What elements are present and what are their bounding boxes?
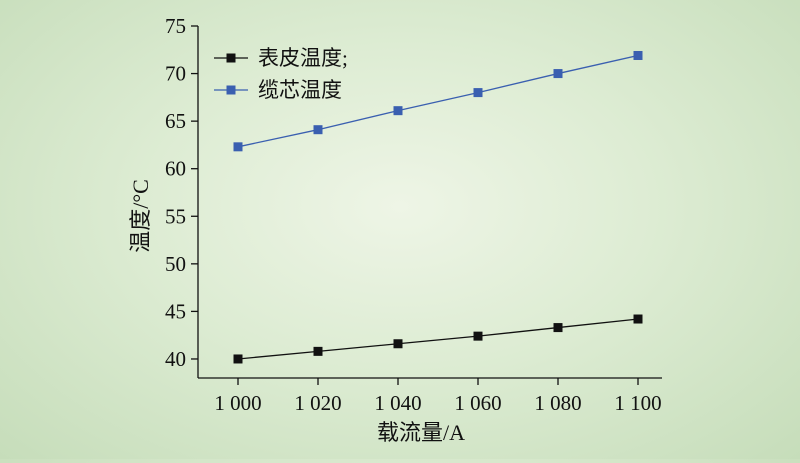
legend-label: 缆芯温度 — [258, 78, 342, 102]
data-point — [633, 314, 643, 324]
series-layer — [233, 50, 643, 364]
data-point — [393, 339, 403, 349]
legend-item-1: 表皮温度; — [214, 46, 348, 70]
y-tick-label: 65 — [165, 109, 186, 133]
series-1 — [233, 314, 643, 364]
y-tick-label: 75 — [165, 14, 186, 38]
series-line — [237, 318, 639, 360]
data-point — [233, 354, 243, 364]
legend-label: 表皮温度; — [258, 46, 348, 70]
y-tick-label: 40 — [165, 347, 186, 371]
x-axis-title: 载流量/A — [377, 420, 465, 445]
data-point — [633, 50, 643, 60]
legend-item-2: 缆芯温度 — [214, 78, 342, 102]
x-tick-label: 1 080 — [534, 391, 581, 415]
ticks: 40 45 50 55 60 65 70 75 1 000 1 020 1 040 1 060 1 08… — [165, 14, 662, 415]
x-tick-label: 1 000 — [214, 391, 261, 415]
y-tick-label: 60 — [165, 157, 186, 181]
data-point — [553, 69, 563, 79]
data-point — [473, 331, 483, 341]
data-point — [313, 346, 323, 356]
y-tick-label: 70 — [165, 62, 186, 86]
y-axis-title: 温度/°C — [128, 179, 153, 253]
data-point — [473, 88, 483, 98]
x-tick-label: 1 100 — [614, 391, 661, 415]
data-point — [553, 323, 563, 333]
y-tick-label: 50 — [165, 252, 186, 276]
legend-marker — [226, 53, 236, 63]
legend-marker — [226, 85, 236, 95]
series-line — [237, 54, 639, 148]
data-point — [233, 142, 243, 152]
y-tick-label: 55 — [165, 204, 186, 228]
legend: 表皮温度; 缆芯温度 — [214, 46, 348, 102]
data-point — [313, 125, 323, 135]
x-tick-label: 1 040 — [374, 391, 421, 415]
axes — [197, 26, 662, 379]
x-tick-label: 1 020 — [294, 391, 341, 415]
series-2 — [233, 50, 643, 152]
x-tick-label: 1 060 — [454, 391, 501, 415]
y-tick-label: 45 — [165, 299, 186, 323]
data-point — [393, 106, 403, 116]
